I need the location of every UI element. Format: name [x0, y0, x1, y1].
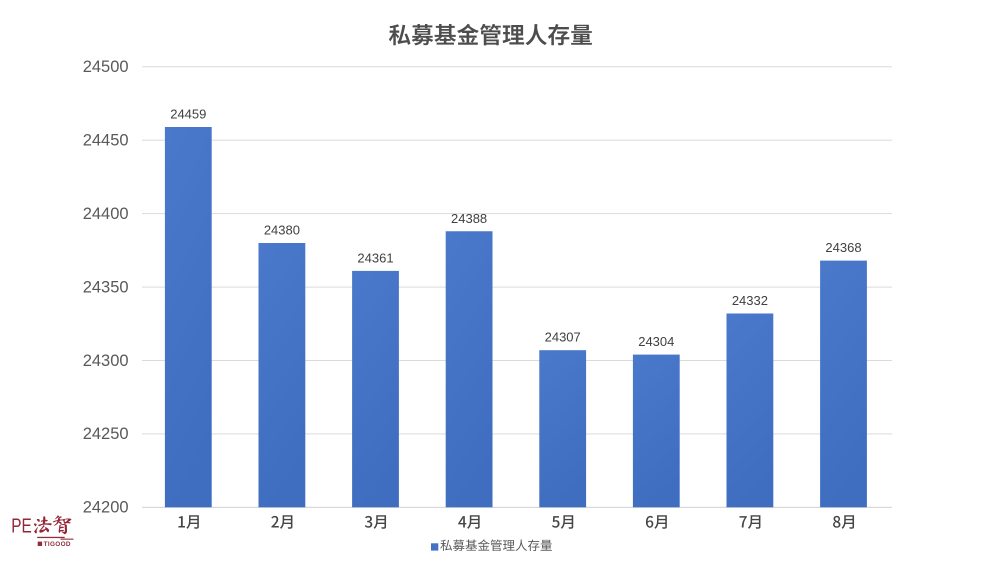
svg-text:24388: 24388: [451, 211, 487, 226]
svg-text:24350: 24350: [83, 278, 129, 296]
svg-text:24400: 24400: [83, 205, 129, 223]
svg-text:24250: 24250: [83, 425, 129, 443]
svg-text:24450: 24450: [83, 132, 129, 150]
svg-text:24300: 24300: [83, 352, 129, 370]
svg-text:24459: 24459: [170, 107, 206, 122]
svg-text:24361: 24361: [357, 250, 393, 265]
svg-text:24304: 24304: [638, 334, 674, 349]
svg-text:24380: 24380: [264, 223, 300, 238]
svg-text:24200: 24200: [83, 499, 129, 517]
svg-text:24332: 24332: [732, 293, 768, 308]
svg-text:TIGOOD: TIGOOD: [44, 541, 71, 548]
svg-text:PE: PE: [11, 514, 32, 537]
svg-text:24307: 24307: [545, 330, 581, 345]
svg-text:24500: 24500: [83, 58, 129, 76]
svg-text:24368: 24368: [825, 240, 861, 255]
